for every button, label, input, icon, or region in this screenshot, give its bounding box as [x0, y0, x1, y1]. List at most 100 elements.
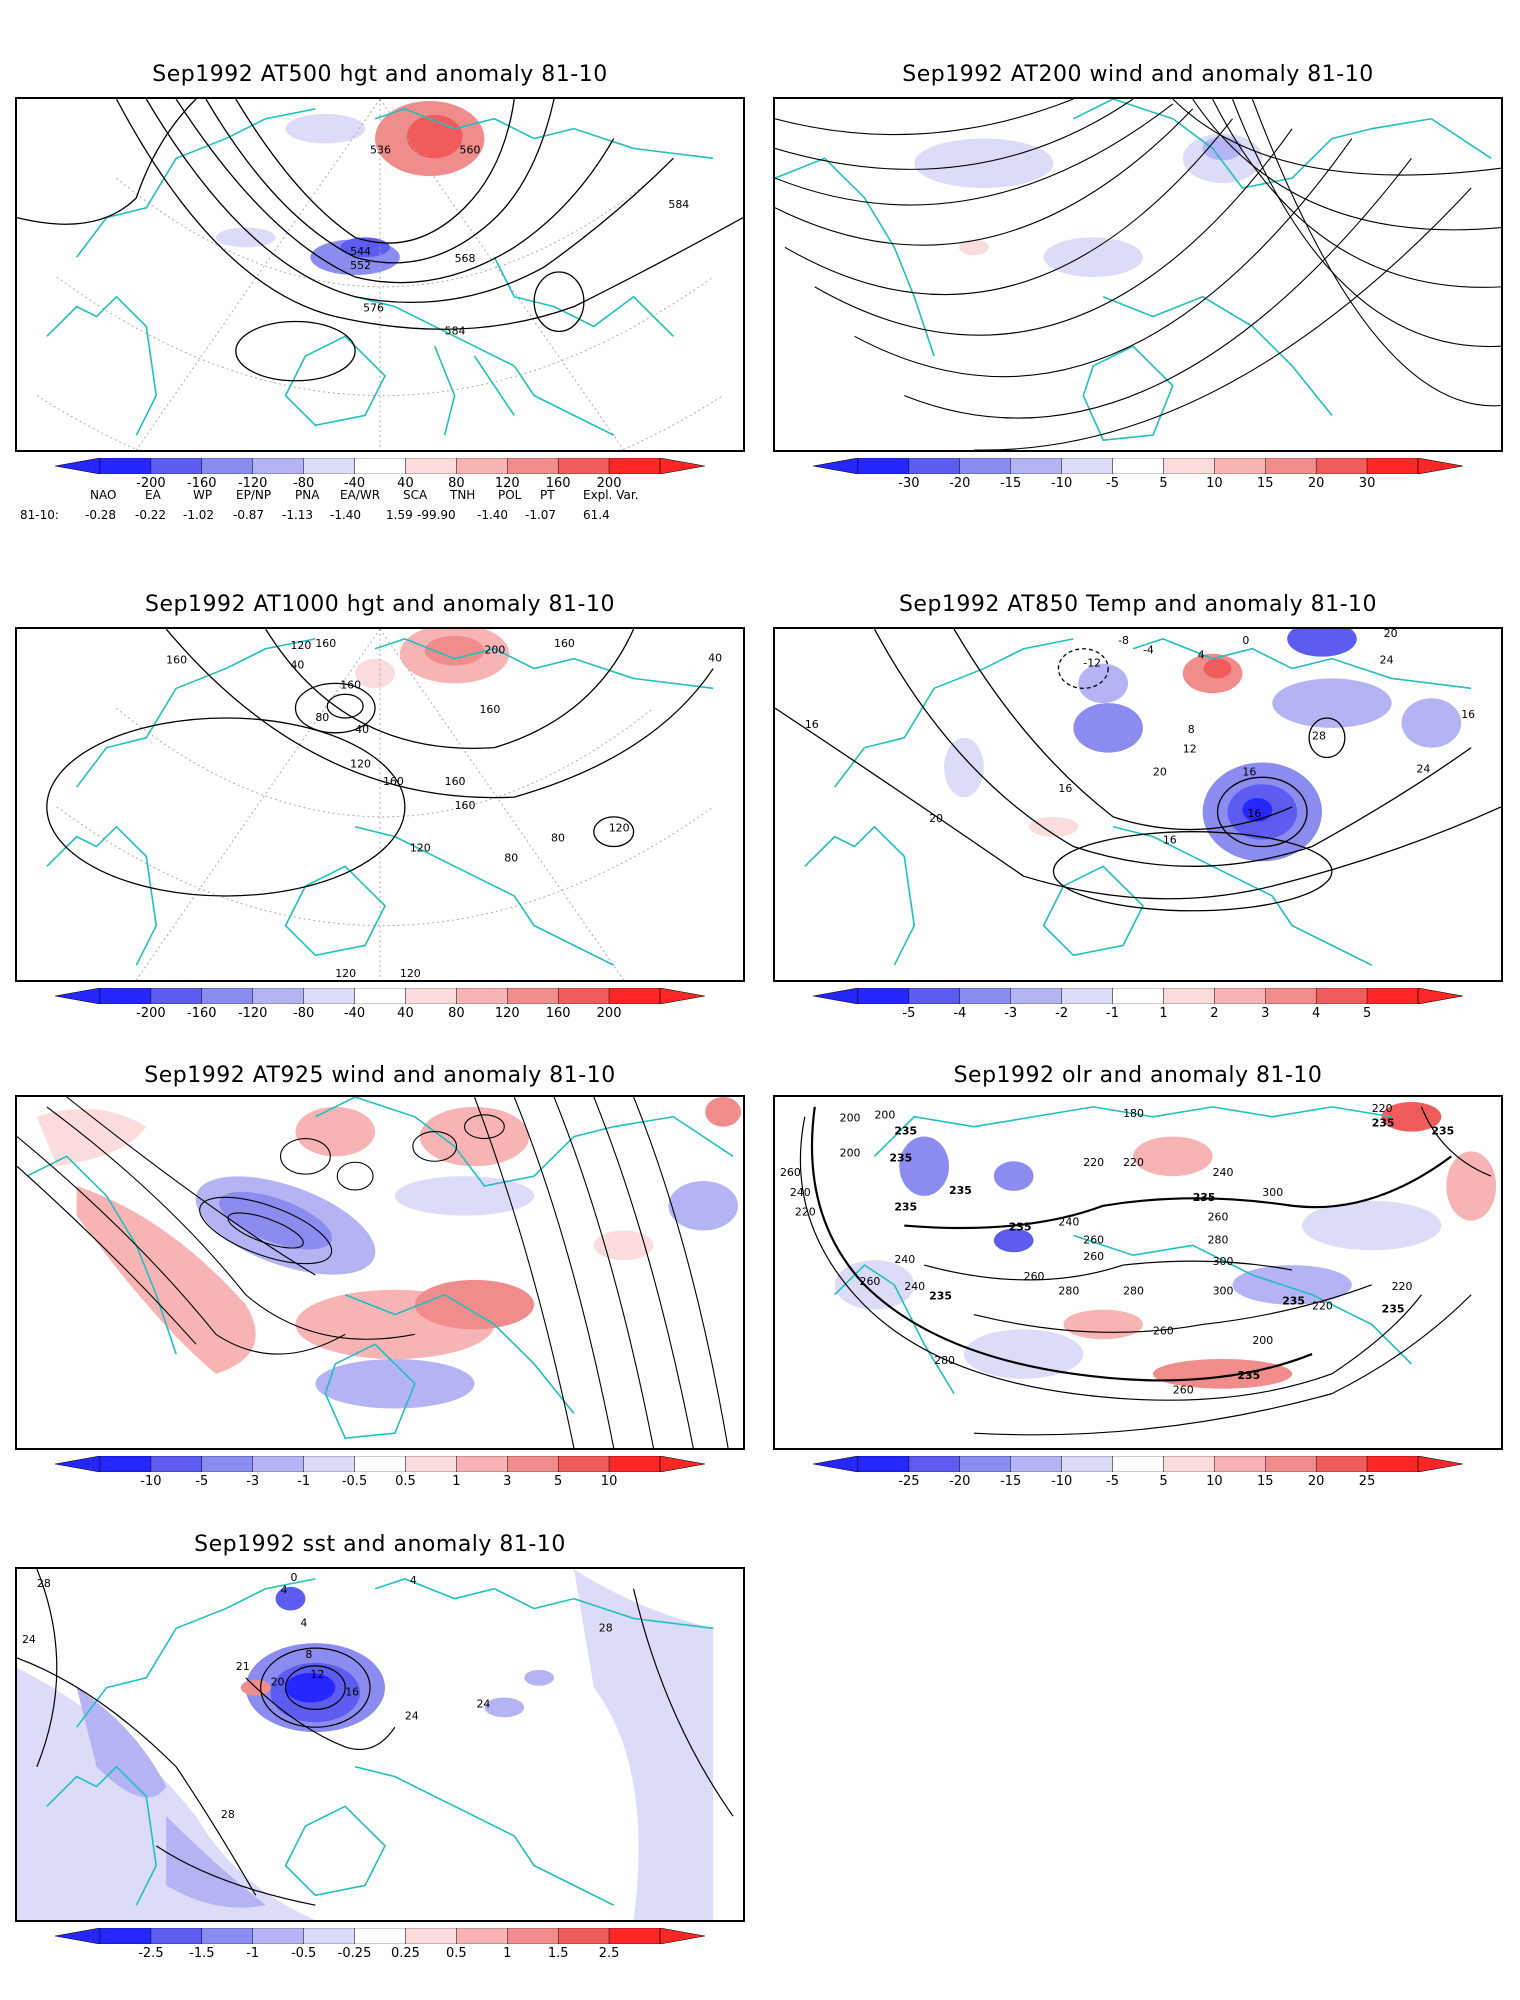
contour-label: 240: [1213, 1166, 1234, 1179]
colorbar-tick-label: 160: [545, 1006, 571, 1021]
index-header: EA/WR: [340, 488, 381, 502]
map-svg: 160 120 160 200 160 40 160 40 80 160 40 …: [46, 629, 722, 980]
colorbar-tick-label: -200: [136, 1006, 166, 1021]
colorbar-tick-label: 1: [503, 1946, 512, 1961]
colorbar: -200 -160 -120 -80 -40 40 80 120 160 200: [55, 458, 705, 503]
contour-label: 80: [315, 711, 329, 724]
coastlines: [775, 99, 1492, 441]
contour-label: 280: [1123, 1285, 1144, 1298]
contour-label: 568: [455, 252, 476, 265]
colorbar-swatch: [99, 458, 152, 474]
colorbar-swatch: [1315, 988, 1368, 1004]
contour-label: 160: [340, 678, 361, 691]
index-value: -99.90: [417, 508, 456, 522]
contour-label: -8: [1118, 634, 1129, 647]
colorbar-swatch: [456, 1456, 508, 1472]
index-row-label: 81-10:: [20, 508, 59, 522]
contour-label: 160: [455, 799, 476, 812]
index-value: -1.13: [282, 508, 314, 522]
contour-label: 24: [22, 1633, 36, 1646]
colorbar-swatch: [557, 1456, 610, 1472]
contour-label: 235: [889, 1151, 912, 1164]
colorbar-swatch: [1112, 1456, 1164, 1472]
colorbar-tick-label: 10: [600, 1474, 618, 1489]
colorbar-swatch: [1010, 1456, 1062, 1472]
contour-label: 544: [350, 245, 371, 258]
colorbar-tick-label: 2.5: [598, 1946, 620, 1961]
map-area: -8 -4 0 20 -12 4 24 16 8 12 28 16 20 16 …: [773, 627, 1503, 982]
colorbar-tick-label: 20: [1307, 476, 1325, 491]
colorbar-tick-label: 15: [1256, 476, 1274, 491]
colorbar-tick-label: -5: [902, 1006, 916, 1021]
contour-label: 260: [780, 1166, 801, 1179]
contour-label: 576: [363, 302, 384, 315]
contour-label: 4: [1198, 649, 1205, 662]
contour-label: 240: [894, 1253, 915, 1266]
anomaly-shading: [944, 629, 1462, 862]
contour-label: 160: [166, 654, 187, 667]
colorbar-swatch: [959, 458, 1011, 474]
contour-label: 120: [290, 639, 311, 652]
contour-label: 16: [1247, 807, 1261, 820]
contour-label: 235: [1009, 1221, 1032, 1234]
contour-labels: 536 560 584 544 552 568 576 584: [350, 143, 689, 337]
colorbar-tick-label: -3: [1004, 1006, 1018, 1021]
colorbar-arrow-left: [55, 1456, 101, 1472]
contour-label: 584: [445, 324, 466, 337]
colorbar-swatch: [456, 458, 508, 474]
index-value: 1.59: [386, 508, 413, 522]
colorbar-arrow-left: [55, 1928, 101, 1944]
contour-label: 235: [1382, 1303, 1405, 1316]
contour-labels: -8 -4 0 20 -12 4 24 16 8 12 28 16 20 16 …: [805, 629, 1475, 847]
colorbar-tick-label: -0.5: [341, 1474, 368, 1489]
colorbar-swatch: [303, 1928, 355, 1944]
map-area: 160 120 160 200 160 40 160 40 80 160 40 …: [15, 627, 745, 982]
colorbar-swatch: [557, 1928, 610, 1944]
contour-label: 200: [484, 644, 505, 657]
contour-label: 160: [479, 703, 500, 716]
coastlines: [804, 638, 1472, 966]
colorbar: -5 -4 -3 -2 -1 1 2 3 4 5: [813, 988, 1463, 1021]
panel-title: Sep1992 AT1000 hgt and anomaly 81-10: [145, 592, 615, 617]
colorbar-arrow-right: [659, 988, 705, 1004]
colorbar-swatch: [507, 458, 559, 474]
colorbar-swatch: [1163, 988, 1215, 1004]
colorbar-swatch: [557, 458, 610, 474]
colorbar-swatch: [1214, 988, 1266, 1004]
contour-label: 220: [1083, 1156, 1104, 1169]
colorbar-tick-label: 160: [545, 476, 571, 491]
colorbar-tick-label: -80: [293, 1006, 315, 1021]
colorbar-swatch: [507, 1928, 559, 1944]
colorbar-tick-label: 4: [1312, 1006, 1321, 1021]
contour-label: 160: [445, 775, 466, 788]
colorbar-tick-label: 1: [1159, 1006, 1168, 1021]
colorbar-swatch: [405, 988, 457, 1004]
contour-label: 260: [1208, 1211, 1229, 1224]
contour-label: 584: [668, 198, 689, 211]
contour-label: 80: [551, 832, 565, 845]
streamlines: [775, 99, 1501, 450]
contour-label: 180: [1123, 1107, 1144, 1120]
colorbar-swatch: [1061, 988, 1113, 1004]
colorbar: -10 -5 -3 -1 -0.5 0.5 1 3 5 10: [55, 1456, 705, 1489]
colorbar-tick-label: 2: [1210, 1006, 1219, 1021]
contour-label: 235: [1372, 1117, 1395, 1130]
index-header: NAO: [90, 488, 117, 502]
panel-at925-wind: Sep1992 AT925 wind and anomaly 81-10: [15, 1063, 745, 1489]
map-area: [15, 1095, 745, 1450]
colorbar-swatch: [959, 1456, 1011, 1472]
map-area: 200 200 180 220 235 235 235 260 200 235 …: [773, 1095, 1503, 1450]
colorbar-tick-label: -10: [1051, 1474, 1073, 1489]
colorbar-tick-label: 3: [503, 1474, 512, 1489]
colorbar-swatch: [857, 458, 910, 474]
colorbar-tick-label: -5: [195, 1474, 209, 1489]
colorbar-swatch: [1112, 458, 1164, 474]
colorbar-swatch: [1265, 988, 1317, 1004]
colorbar: -25 -20 -15 -10 -5 5 10 15 20 25: [813, 1456, 1463, 1489]
colorbar-arrow-left: [813, 1456, 859, 1472]
panel-title: Sep1992 AT850 Temp and anomaly 81-10: [898, 592, 1378, 617]
index-header: Expl. Var.: [583, 488, 639, 502]
contour-label: 8: [305, 1648, 312, 1661]
panel-title: Sep1992 AT925 wind and anomaly 81-10: [144, 1063, 616, 1088]
contour-label: 24: [1416, 762, 1430, 775]
